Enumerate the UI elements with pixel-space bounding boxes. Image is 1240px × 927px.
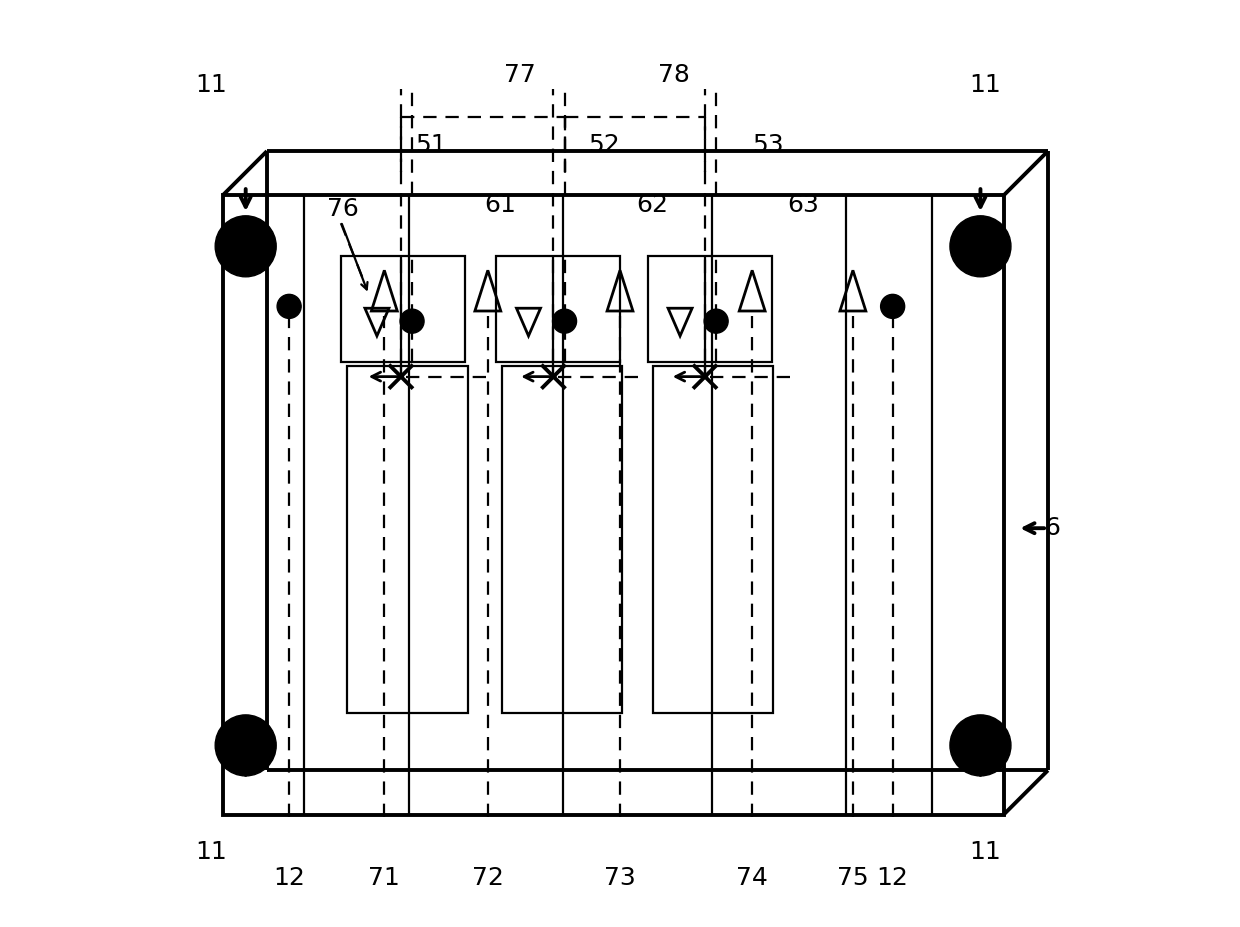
Bar <box>647 256 771 362</box>
Text: 71: 71 <box>368 866 401 890</box>
Text: 6: 6 <box>1044 516 1060 540</box>
Text: 62: 62 <box>636 193 668 217</box>
Circle shape <box>216 715 277 776</box>
Bar <box>496 256 620 362</box>
Text: 63: 63 <box>787 193 818 217</box>
Text: 12: 12 <box>273 866 305 890</box>
Circle shape <box>277 295 301 318</box>
Text: 12: 12 <box>877 866 909 890</box>
Bar <box>341 256 465 362</box>
Bar <box>653 366 774 713</box>
Circle shape <box>704 310 728 333</box>
Circle shape <box>950 216 1011 277</box>
Bar <box>223 196 1003 815</box>
Text: 52: 52 <box>589 133 620 157</box>
Circle shape <box>553 310 577 333</box>
Text: 72: 72 <box>472 866 503 890</box>
Circle shape <box>950 715 1011 776</box>
Text: 75: 75 <box>837 866 869 890</box>
Bar <box>502 366 621 713</box>
Text: 11: 11 <box>970 840 1001 864</box>
Text: 51: 51 <box>414 133 446 157</box>
Text: 74: 74 <box>737 866 768 890</box>
Circle shape <box>880 295 905 318</box>
Text: 73: 73 <box>604 866 636 890</box>
Bar <box>347 366 467 713</box>
Text: 53: 53 <box>753 133 784 157</box>
Text: 61: 61 <box>484 193 516 217</box>
Text: 76: 76 <box>327 197 358 222</box>
Text: 11: 11 <box>196 72 227 96</box>
Text: 77: 77 <box>505 63 536 87</box>
Circle shape <box>401 310 424 333</box>
Text: 11: 11 <box>970 72 1001 96</box>
Text: 11: 11 <box>196 840 227 864</box>
Circle shape <box>216 216 277 277</box>
Text: 78: 78 <box>657 63 689 87</box>
